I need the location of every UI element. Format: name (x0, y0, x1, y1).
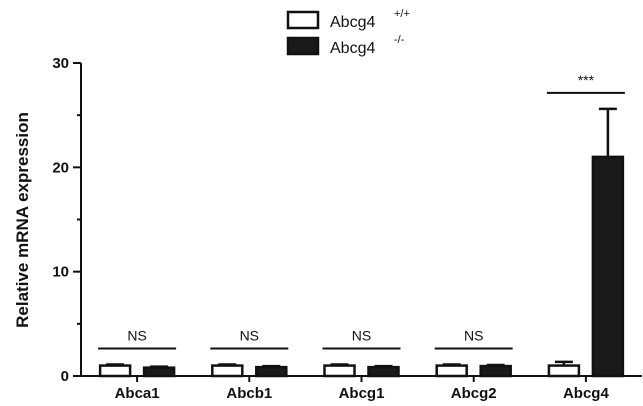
x-tick-label: Abcb1 (226, 385, 272, 402)
legend-label: Abcg4 (330, 14, 375, 31)
legend-swatch (286, 10, 320, 30)
legend: Abcg4 +/+ Abcg4 -/- (286, 8, 410, 57)
bars (98, 107, 625, 378)
y-tick-label: 0 (61, 368, 69, 385)
bar (367, 365, 400, 378)
significance-label: NS (464, 328, 483, 344)
bar (98, 364, 132, 378)
legend-superscript: -/- (394, 34, 405, 46)
x-tick-label: Abca1 (115, 385, 160, 402)
x-tick-label: Abcg1 (339, 385, 385, 402)
y-axis: 0 10 20 30 (52, 55, 82, 385)
x-tick-label: Abcg4 (563, 385, 610, 402)
bar (255, 365, 288, 378)
x-tick-label: Abcg2 (451, 385, 497, 402)
x-axis: Abca1 Abcb1 Abcg1 Abcg2 Abcg4 (81, 375, 642, 402)
y-tick-label: 10 (52, 264, 69, 281)
bar (211, 364, 244, 378)
legend-superscript: +/+ (394, 8, 410, 20)
significance-label: *** (578, 72, 595, 88)
legend-swatch (286, 36, 320, 56)
bar (323, 364, 356, 378)
bar (435, 364, 468, 378)
significance-label: NS (240, 328, 259, 344)
y-tick-label: 20 (52, 159, 69, 176)
bar (479, 364, 512, 378)
y-axis-title: Relative mRNA expression (13, 112, 32, 328)
bar (142, 366, 176, 378)
significance-markers: NS NS NS NS *** (98, 72, 625, 350)
significance-label: NS (352, 328, 371, 344)
bar (547, 364, 581, 378)
significance-label: NS (127, 328, 146, 344)
y-tick-label: 30 (52, 55, 69, 72)
legend-label: Abcg4 (330, 40, 375, 57)
bar (591, 155, 625, 378)
